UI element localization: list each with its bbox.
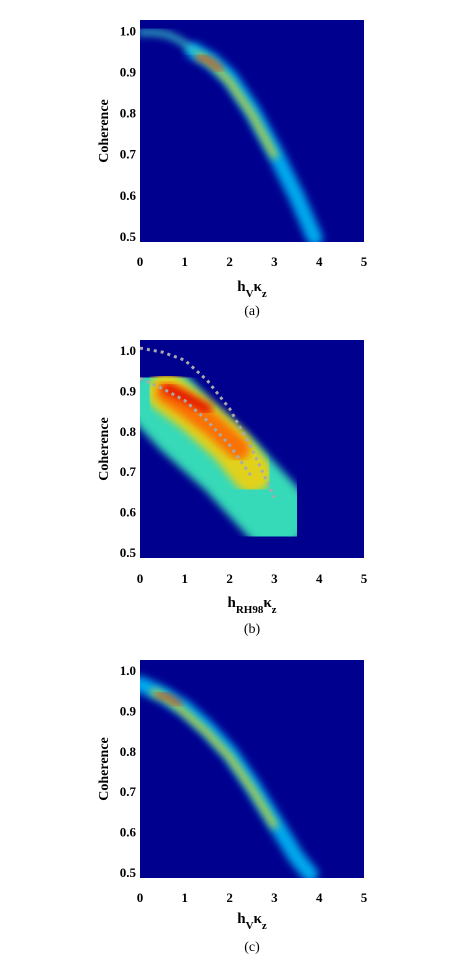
x-axis-label: hRH98κz bbox=[227, 595, 276, 615]
x-axis-label-part: h bbox=[237, 279, 246, 295]
x-axis-label-part: z bbox=[262, 920, 267, 932]
x-tick-label: 4 bbox=[316, 254, 323, 269]
caption: (b) bbox=[244, 622, 261, 637]
x-tick-label: 1 bbox=[182, 890, 189, 905]
x-tick-label: 3 bbox=[271, 890, 278, 905]
x-axis-label: hVκz bbox=[237, 911, 267, 931]
x-tick-label: 3 bbox=[271, 254, 278, 269]
y-tick-label: 0.6 bbox=[120, 188, 137, 203]
y-tick-label: 0.7 bbox=[120, 784, 137, 799]
y-tick-label: 0.6 bbox=[120, 825, 137, 840]
density-ridge bbox=[155, 381, 250, 460]
y-tick-label: 1.0 bbox=[120, 663, 136, 678]
x-tick-label: 2 bbox=[226, 571, 233, 586]
x-tick-label: 2 bbox=[226, 254, 233, 269]
x-tick-label: 0 bbox=[137, 571, 144, 586]
caption: (a) bbox=[244, 304, 260, 319]
y-axis-label: Coherence bbox=[97, 737, 112, 801]
plot-background bbox=[140, 20, 364, 242]
x-tick-label: 0 bbox=[137, 254, 144, 269]
x-tick-label: 2 bbox=[226, 890, 233, 905]
x-tick-label: 1 bbox=[182, 254, 189, 269]
x-tick-label: 5 bbox=[361, 571, 368, 586]
y-tick-label: 0.9 bbox=[120, 703, 137, 718]
x-axis-label-part: κ bbox=[254, 279, 263, 295]
x-axis-label-part: h bbox=[237, 911, 246, 927]
y-tick-label: 0.6 bbox=[120, 505, 137, 520]
plot-area bbox=[140, 660, 364, 878]
caption: (c) bbox=[244, 940, 260, 955]
y-axis-label: Coherence bbox=[97, 99, 112, 163]
x-axis-label-part: RH98 bbox=[236, 604, 264, 616]
y-tick-label: 0.9 bbox=[120, 64, 137, 79]
y-tick-label: 0.8 bbox=[120, 106, 137, 121]
y-tick-label: 0.7 bbox=[120, 464, 137, 479]
y-tick-label: 1.0 bbox=[120, 343, 136, 358]
reference-curve bbox=[140, 346, 276, 499]
reference-curve bbox=[140, 376, 254, 479]
x-axis-label-part: V bbox=[246, 920, 254, 932]
y-tick-label: 0.9 bbox=[120, 383, 137, 398]
x-tick-label: 5 bbox=[361, 890, 368, 905]
y-tick-label: 0.5 bbox=[120, 229, 137, 244]
x-axis-label-part: h bbox=[227, 595, 236, 611]
y-axis-label: Coherence bbox=[97, 417, 112, 481]
plot-area bbox=[140, 340, 364, 558]
y-tick-label: 0.5 bbox=[120, 545, 137, 560]
y-tick-label: 0.8 bbox=[120, 424, 137, 439]
x-axis-label: hVκz bbox=[237, 279, 267, 299]
y-tick-label: 0.5 bbox=[120, 865, 137, 880]
density-ridge bbox=[155, 692, 183, 707]
x-axis-label-part: κ bbox=[263, 595, 272, 611]
x-tick-label: 0 bbox=[137, 890, 144, 905]
density-ridge bbox=[196, 55, 223, 72]
x-tick-label: 1 bbox=[182, 571, 189, 586]
y-tick-label: 0.7 bbox=[120, 147, 137, 162]
x-tick-label: 5 bbox=[361, 254, 368, 269]
density-ridge bbox=[140, 29, 197, 54]
y-tick-label: 1.0 bbox=[120, 23, 136, 38]
x-axis-label-part: z bbox=[262, 288, 267, 300]
x-tick-label: 4 bbox=[316, 571, 323, 586]
x-tick-label: 3 bbox=[271, 571, 278, 586]
x-axis-label-part: κ bbox=[254, 911, 263, 927]
plot-area bbox=[140, 20, 364, 242]
x-axis-label-part: V bbox=[246, 288, 254, 300]
density-ridge bbox=[161, 383, 213, 414]
x-tick-label: 4 bbox=[316, 890, 323, 905]
y-tick-label: 0.8 bbox=[120, 744, 137, 759]
x-axis-label-part: z bbox=[272, 604, 277, 616]
